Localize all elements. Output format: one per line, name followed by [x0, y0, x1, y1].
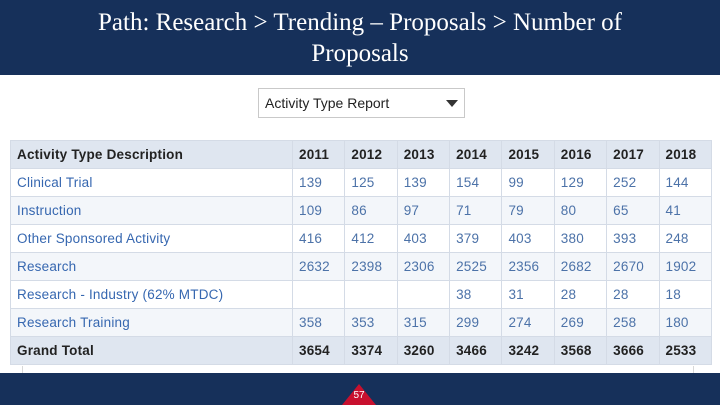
- table-cell: 1902: [658, 252, 713, 281]
- total-cell: 3242: [501, 336, 555, 365]
- report-type-select[interactable]: Activity Type Report: [258, 88, 465, 118]
- table-cell: 80: [553, 196, 608, 225]
- table-cell: 2670: [606, 252, 660, 281]
- total-cell: 3568: [553, 336, 608, 365]
- table-cell: 180: [658, 308, 713, 337]
- report-type-selected-value: Activity Type Report: [265, 95, 390, 111]
- column-header[interactable]: 2011: [291, 140, 346, 169]
- activity-type-link[interactable]: Research Training: [10, 308, 293, 337]
- table-cell: 28: [606, 280, 660, 309]
- grand-total-row: Grand Total 3654 3374 3260 3466 3242 356…: [10, 336, 713, 365]
- total-cell: 3654: [291, 336, 346, 365]
- column-header[interactable]: 2015: [501, 140, 555, 169]
- column-header[interactable]: 2018: [658, 140, 713, 169]
- total-cell: 3260: [396, 336, 451, 365]
- table-cell: 86: [344, 196, 398, 225]
- table-cell: 353: [344, 308, 398, 337]
- table-cell: 18: [658, 280, 713, 309]
- column-header[interactable]: 2016: [553, 140, 608, 169]
- table-cell: [344, 280, 398, 309]
- table-cell: 2398: [344, 252, 398, 281]
- table-header-row: Activity Type Description 2011 2012 2013…: [10, 140, 713, 169]
- table-cell: 252: [606, 168, 660, 197]
- table-cell: 403: [501, 224, 555, 253]
- table-row: Instruction 109 86 97 71 79 80 65 41: [10, 196, 713, 225]
- table-cell: 379: [449, 224, 503, 253]
- table-cell: 139: [396, 168, 451, 197]
- table-cell: 99: [501, 168, 555, 197]
- table-cell: 38: [449, 280, 503, 309]
- table-cell: 41: [658, 196, 713, 225]
- table-cell: 2525: [449, 252, 503, 281]
- table-row: Clinical Trial 139 125 139 154 99 129 25…: [10, 168, 713, 197]
- table-cell: 125: [344, 168, 398, 197]
- table-cell: [396, 280, 451, 309]
- total-cell: 2533: [658, 336, 713, 365]
- table-row: Research Training 358 353 315 299 274 26…: [10, 308, 713, 337]
- activity-type-link[interactable]: Research - Industry (62% MTDC): [10, 280, 293, 309]
- table-cell: 258: [606, 308, 660, 337]
- column-header[interactable]: 2017: [606, 140, 660, 169]
- table-cell: 299: [449, 308, 503, 337]
- table-cell: 2632: [291, 252, 346, 281]
- table-cell: 2306: [396, 252, 451, 281]
- table-cell: 393: [606, 224, 660, 253]
- table-cell: 109: [291, 196, 346, 225]
- table-cell: 380: [553, 224, 608, 253]
- table-cell: 79: [501, 196, 555, 225]
- table-cell: [291, 280, 346, 309]
- total-cell: 3666: [606, 336, 660, 365]
- table-cell: 129: [553, 168, 608, 197]
- table-cell: 315: [396, 308, 451, 337]
- table-cell: 154: [449, 168, 503, 197]
- chevron-down-icon[interactable]: [446, 100, 458, 107]
- column-header[interactable]: 2012: [344, 140, 398, 169]
- column-header[interactable]: 2013: [396, 140, 451, 169]
- column-header[interactable]: 2014: [449, 140, 503, 169]
- slide-header: Path: Research > Trending – Proposals > …: [0, 0, 720, 75]
- table-cell: 403: [396, 224, 451, 253]
- slide-title: Path: Research > Trending – Proposals > …: [98, 8, 622, 67]
- table-cell: 269: [553, 308, 608, 337]
- total-cell: 3374: [344, 336, 398, 365]
- table-cell: 248: [658, 224, 713, 253]
- activity-type-link[interactable]: Other Sponsored Activity: [10, 224, 293, 253]
- table-cell: 274: [501, 308, 555, 337]
- total-cell: 3466: [449, 336, 503, 365]
- table-cell: 139: [291, 168, 346, 197]
- table-row: Research - Industry (62% MTDC) 38 31 28 …: [10, 280, 713, 309]
- table-cell: 358: [291, 308, 346, 337]
- column-header[interactable]: Activity Type Description: [10, 140, 293, 169]
- table-cell: 144: [658, 168, 713, 197]
- table-cell: 28: [553, 280, 608, 309]
- activity-type-link[interactable]: Instruction: [10, 196, 293, 225]
- table-cell: 2356: [501, 252, 555, 281]
- table-cell: 71: [449, 196, 503, 225]
- table-cell: 31: [501, 280, 555, 309]
- table-cell: 65: [606, 196, 660, 225]
- activity-type-link[interactable]: Clinical Trial: [10, 168, 293, 197]
- table-cell: 412: [344, 224, 398, 253]
- grand-total-label: Grand Total: [10, 336, 293, 365]
- table-cell: 416: [291, 224, 346, 253]
- table-cell: 97: [396, 196, 451, 225]
- table-cell: 2682: [553, 252, 608, 281]
- table-row: Other Sponsored Activity 416 412 403 379…: [10, 224, 713, 253]
- activity-type-report-table: Activity Type Description 2011 2012 2013…: [10, 140, 713, 365]
- table-row: Research 2632 2398 2306 2525 2356 2682 2…: [10, 252, 713, 281]
- activity-type-link[interactable]: Research: [10, 252, 293, 281]
